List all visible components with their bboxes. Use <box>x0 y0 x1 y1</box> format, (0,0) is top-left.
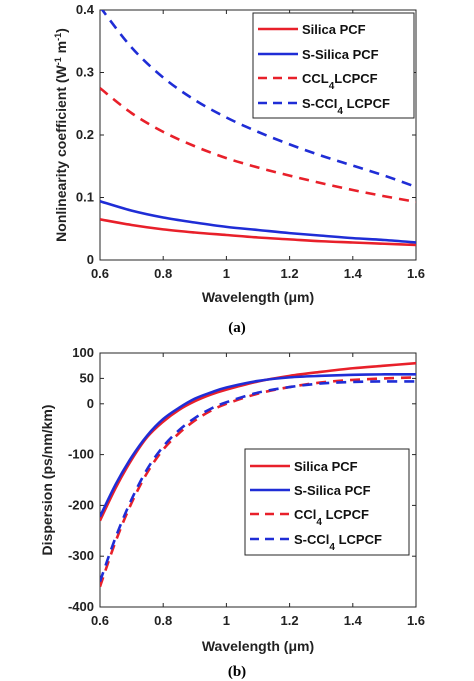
legend-b: Silica PCF S-Silica PCF CCl4 LCPCF S-CCl… <box>244 448 410 556</box>
series-line-ccl4lcpcf-a <box>100 87 416 204</box>
x-tick-label-b-4: 1.4 <box>344 613 363 628</box>
panel-label-b: (b) <box>228 664 246 680</box>
legend-text-silica-pcf-b: Silica PCF <box>294 459 358 474</box>
y-tick-label-a-2: 0.2 <box>76 127 94 142</box>
x-tick-label-a-3: 1.2 <box>281 266 299 281</box>
x-tick-label-b-0: 0.6 <box>91 613 109 628</box>
legend-text-silica-pcf-a: Silica PCF <box>302 22 366 37</box>
x-tick-label-b-2: 1 <box>223 613 230 628</box>
x-tick-label-b-1: 0.8 <box>154 613 172 628</box>
x-axis-label-b: Wavelength (μm) <box>202 638 314 654</box>
chart-a: 0.6 0.8 1 1.2 1.4 1.6 0 0.1 0.2 0.3 0.4 Wavelength… <box>53 2 425 336</box>
y-tick-label-a-0: 0 <box>87 252 94 267</box>
panel-label-a: (a) <box>228 320 246 336</box>
x-tick-label-b-3: 1.2 <box>281 613 299 628</box>
series-line-silica-pcf-a <box>100 218 416 247</box>
legend-text-s-silica-pcf-a: S-Silica PCF <box>302 47 379 62</box>
y-tick-label-b-6: 100 <box>72 345 94 360</box>
x-tick-label-a-2: 1 <box>223 266 230 281</box>
series-line-ccl4-lcpcf-b <box>100 376 416 588</box>
series-lines-a <box>100 10 416 247</box>
y-tick-label-b-5: 50 <box>80 370 94 385</box>
chart-b: 0.6 0.8 1 1.2 1.4 1.6 -400 -300 -200 -100 0 50 100 W… <box>39 345 425 680</box>
y-tick-label-b-2: -200 <box>68 497 94 512</box>
legend-text-s-silica-pcf-b: S-Silica PCF <box>294 483 371 498</box>
x-axis-label-a: Wavelength (μm) <box>202 289 314 305</box>
y-axis-label-a: Nonlinearity coefficient (W-1 m-1) <box>53 28 69 242</box>
y-tick-label-b-4: 0 <box>87 396 94 411</box>
y-axis-label-a-text: Nonlinearity coefficient (W <box>53 64 69 241</box>
series-lines-b <box>100 361 416 588</box>
x-tick-label-a-5: 1.6 <box>407 266 425 281</box>
y-tick-label-a-4: 0.4 <box>76 2 95 17</box>
series-line-s-silica-pcf-a <box>100 200 416 244</box>
x-tick-label-a-0: 0.6 <box>91 266 109 281</box>
legend-box-a <box>252 12 415 119</box>
y-tick-label-b-0: -400 <box>68 599 94 614</box>
axes-ticks-a: 0.6 0.8 1 1.2 1.4 1.6 0 0.1 0.2 0.3 0.4 <box>76 2 425 281</box>
y-tick-label-a-1: 0.1 <box>76 190 94 205</box>
legend-a: Silica PCF S-Silica PCF CCL4LCPCF S-CCI4… <box>252 12 415 119</box>
x-tick-label-a-1: 0.8 <box>154 266 172 281</box>
y-axis-label-b: Dispersion (ps/nm/km) <box>39 405 55 556</box>
series-line-s-ccl4-lcpcf-b <box>100 380 416 583</box>
x-tick-label-b-5: 1.6 <box>407 613 425 628</box>
x-tick-label-a-4: 1.4 <box>344 266 363 281</box>
y-tick-label-b-1: -300 <box>68 548 94 563</box>
y-tick-label-b-3: -100 <box>68 447 94 462</box>
series-line-s-silica-pcf-b <box>100 373 416 518</box>
axes-ticks-b: 0.6 0.8 1 1.2 1.4 1.6 -400 -300 -200 -100 0 50 100 <box>68 345 425 628</box>
y-tick-label-a-3: 0.3 <box>76 65 94 80</box>
series-line-s-cci4-lcpcf-a <box>100 10 416 189</box>
